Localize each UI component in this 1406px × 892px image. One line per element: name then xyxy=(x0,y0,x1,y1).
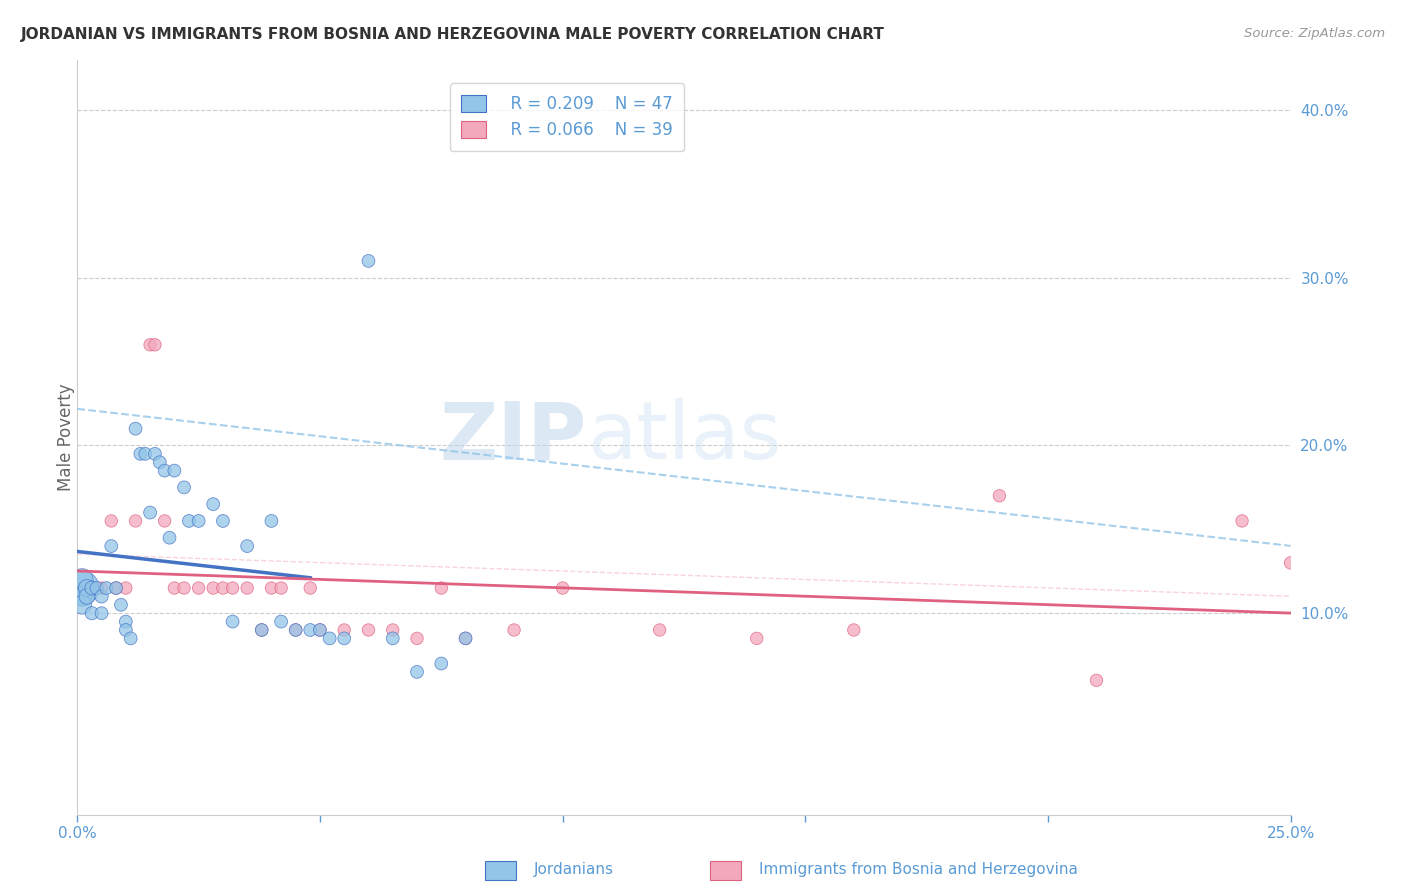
Point xyxy=(381,623,404,637)
Point xyxy=(260,514,283,528)
Point xyxy=(70,581,93,595)
Point xyxy=(333,623,356,637)
Text: ZIP: ZIP xyxy=(440,398,586,476)
Point xyxy=(260,581,283,595)
Point xyxy=(430,657,453,671)
Text: Source: ZipAtlas.com: Source: ZipAtlas.com xyxy=(1244,27,1385,40)
Point xyxy=(139,506,162,520)
Point xyxy=(745,632,768,646)
Point xyxy=(100,539,122,553)
Point xyxy=(163,464,186,478)
Point xyxy=(357,254,380,268)
Point xyxy=(70,598,93,612)
Point xyxy=(70,581,93,595)
Point xyxy=(381,632,404,646)
Point xyxy=(318,632,340,646)
Point xyxy=(105,581,128,595)
Point xyxy=(139,338,162,352)
Point xyxy=(333,632,356,646)
Point xyxy=(124,514,146,528)
Point xyxy=(187,514,209,528)
Point xyxy=(80,581,103,595)
Point xyxy=(114,581,136,595)
Point xyxy=(80,606,103,620)
Text: Jordanians: Jordanians xyxy=(534,863,614,877)
Point xyxy=(163,581,186,595)
Legend:   R = 0.209    N = 47,   R = 0.066    N = 39: R = 0.209 N = 47, R = 0.066 N = 39 xyxy=(450,83,685,151)
Point xyxy=(143,447,166,461)
Point xyxy=(124,422,146,436)
Point xyxy=(202,581,225,595)
Point xyxy=(114,615,136,629)
Point xyxy=(1085,673,1108,688)
Point xyxy=(120,632,142,646)
Point xyxy=(96,581,118,595)
Point xyxy=(100,514,122,528)
Point xyxy=(212,514,235,528)
Point xyxy=(114,623,136,637)
Point xyxy=(177,514,200,528)
Point xyxy=(202,497,225,511)
Point xyxy=(173,480,195,494)
Point xyxy=(503,623,526,637)
Point xyxy=(406,665,429,679)
Point xyxy=(284,623,307,637)
Point xyxy=(153,514,176,528)
Point xyxy=(1279,556,1302,570)
Point xyxy=(1230,514,1253,528)
Point xyxy=(149,455,172,469)
Point xyxy=(212,581,235,595)
Point xyxy=(86,581,108,595)
Point xyxy=(454,632,477,646)
Point xyxy=(270,615,292,629)
Point xyxy=(284,623,307,637)
Point xyxy=(250,623,273,637)
Point xyxy=(842,623,865,637)
Point xyxy=(129,447,152,461)
Point xyxy=(236,539,259,553)
Point xyxy=(988,489,1011,503)
Point xyxy=(76,581,98,595)
Text: JORDANIAN VS IMMIGRANTS FROM BOSNIA AND HERZEGOVINA MALE POVERTY CORRELATION CHA: JORDANIAN VS IMMIGRANTS FROM BOSNIA AND … xyxy=(21,27,884,42)
Point xyxy=(134,447,156,461)
Point xyxy=(236,581,259,595)
Point xyxy=(406,632,429,646)
Point xyxy=(299,581,322,595)
Point xyxy=(173,581,195,595)
Point xyxy=(221,581,243,595)
Point xyxy=(159,531,181,545)
Point xyxy=(551,581,574,595)
Point xyxy=(80,581,103,595)
Point xyxy=(309,623,332,637)
Point xyxy=(90,590,112,604)
Point xyxy=(110,598,132,612)
Point xyxy=(299,623,322,637)
Text: Immigrants from Bosnia and Herzegovina: Immigrants from Bosnia and Herzegovina xyxy=(759,863,1078,877)
Point xyxy=(357,623,380,637)
Point xyxy=(187,581,209,595)
Point xyxy=(250,623,273,637)
Point xyxy=(76,581,98,595)
Point xyxy=(221,615,243,629)
Point xyxy=(454,632,477,646)
Point xyxy=(90,581,112,595)
Point xyxy=(309,623,332,637)
Point xyxy=(105,581,128,595)
Point xyxy=(143,338,166,352)
Point xyxy=(153,464,176,478)
Y-axis label: Male Poverty: Male Poverty xyxy=(58,384,75,491)
Point xyxy=(648,623,671,637)
Point xyxy=(430,581,453,595)
Text: atlas: atlas xyxy=(586,398,782,476)
Point xyxy=(70,573,93,587)
Point xyxy=(270,581,292,595)
Point xyxy=(90,606,112,620)
Point xyxy=(76,590,98,604)
Point xyxy=(70,590,93,604)
